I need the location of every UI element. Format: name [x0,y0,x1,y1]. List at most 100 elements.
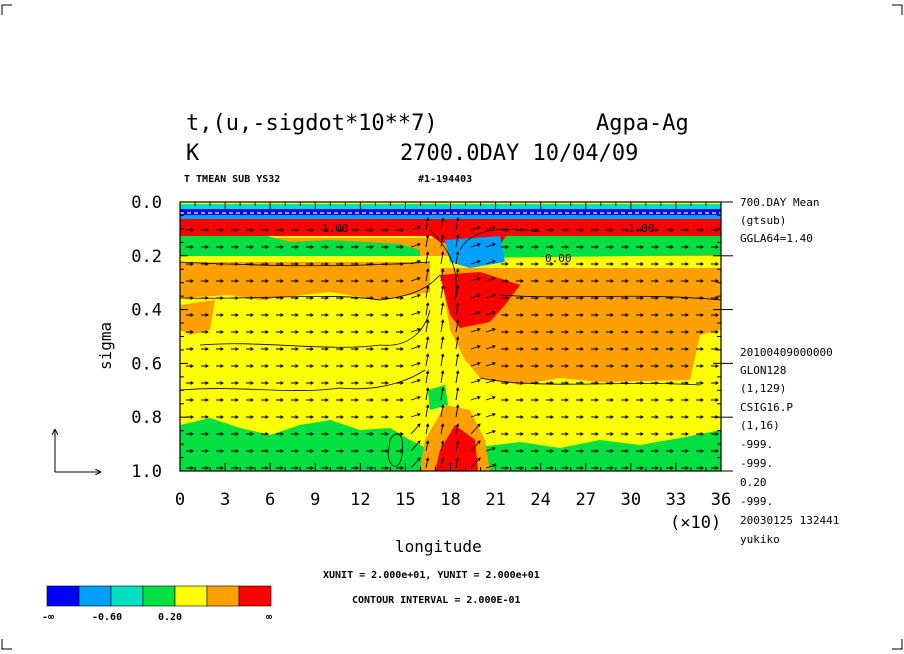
side-info-line: (1,16) [740,419,780,432]
wind-vector [396,415,404,419]
wind-vector [606,313,614,317]
wind-vector [440,440,445,452]
wind-vector [261,313,269,317]
wind-vector [546,449,554,453]
x-multiplier-label: (×10) [670,513,721,533]
wind-vector [410,294,421,299]
wind-vector [470,440,481,452]
wind-vector [470,294,481,299]
wind-vector [651,279,659,283]
wind-vector [351,313,359,317]
wind-vector [470,413,481,418]
wind-vector [561,398,569,402]
wind-vector [306,347,314,351]
wind-vector [410,226,421,231]
wind-vector [276,330,284,334]
wind-vector [606,279,614,283]
wind-vector [336,415,344,419]
colorbar-swatch [206,585,240,607]
field-orange-left-blob [180,300,215,335]
wind-vector [410,396,421,401]
wind-vector [470,396,481,401]
wind-vector [696,398,704,402]
corner-marks [1,4,903,650]
wind-vector [261,364,269,368]
wind-vector [231,398,239,402]
wind-vector [396,262,404,266]
wind-vector [485,226,496,231]
wind-vector [531,466,539,470]
subtitle-left: T TMEAN SUB YS32 [184,174,280,185]
wind-vector [576,262,584,266]
field-green-mid [428,385,448,410]
wind-vector [291,466,299,470]
wind-vector [576,381,584,385]
wind-vector [621,398,629,402]
field-blue-top [180,209,721,215]
wind-vector [261,245,269,249]
wind-vector [651,245,659,249]
wind-vector [246,449,254,453]
wind-vector [606,245,614,249]
x-tick-label: 18 [440,490,460,510]
wind-vector [231,228,239,232]
wind-vector [696,381,704,385]
wind-vector [201,262,209,266]
wind-vector [591,364,599,368]
wind-vector [425,251,430,265]
wind-vector [231,449,239,453]
wind-vector [246,347,254,351]
wind-vector [531,330,539,334]
wind-vector [681,330,689,334]
wind-vector [576,313,584,317]
wind-vector [531,415,539,419]
wind-vector [201,381,209,385]
wind-vector [216,364,224,368]
wind-vector [621,415,629,419]
wind-vector [576,245,584,249]
wind-vector [711,347,719,351]
wind-vector [561,432,569,436]
wind-vector [485,311,496,316]
wind-vector [336,245,344,249]
wind-vector [216,262,224,266]
wind-vector [696,296,704,300]
wind-vector [455,251,460,265]
wind-vector [591,381,599,385]
wind-vector [636,279,644,283]
wind-vector [425,387,430,401]
wind-vector [516,279,524,283]
wind-vector [351,449,359,453]
wind-vector [381,262,389,266]
wind-vector [321,347,329,351]
wind-vector [455,336,460,350]
wind-vector [681,381,689,385]
wind-vector [440,370,445,384]
wind-vector [306,398,314,402]
side-info-line: GGLA64=1.40 [740,232,813,245]
wind-vector [381,296,389,300]
wind-vector [696,245,704,249]
wind-vector [246,245,254,249]
wind-vector [381,415,389,419]
wind-vector [576,330,584,334]
contour-interval-note: CONTOUR INTERVAL = 2.000E-01 [352,595,521,606]
side-info-line: -999. [740,495,773,508]
wind-vector [336,262,344,266]
wind-vector [231,432,239,436]
wind-vector [396,313,404,317]
wind-vector [606,415,614,419]
wind-vector [621,279,629,283]
wind-vector [276,347,284,351]
wind-vector [231,245,239,249]
wind-vector [425,353,430,367]
wind-vector [410,457,421,469]
wind-vector [336,347,344,351]
wind-vector [366,381,374,385]
wind-vector [246,398,254,402]
wind-vector [546,381,554,385]
wind-vector [396,432,404,436]
wind-vector [591,432,599,436]
title-line1: t,(u,-sigdot*10**7) [186,111,438,136]
wind-vector [440,336,445,350]
